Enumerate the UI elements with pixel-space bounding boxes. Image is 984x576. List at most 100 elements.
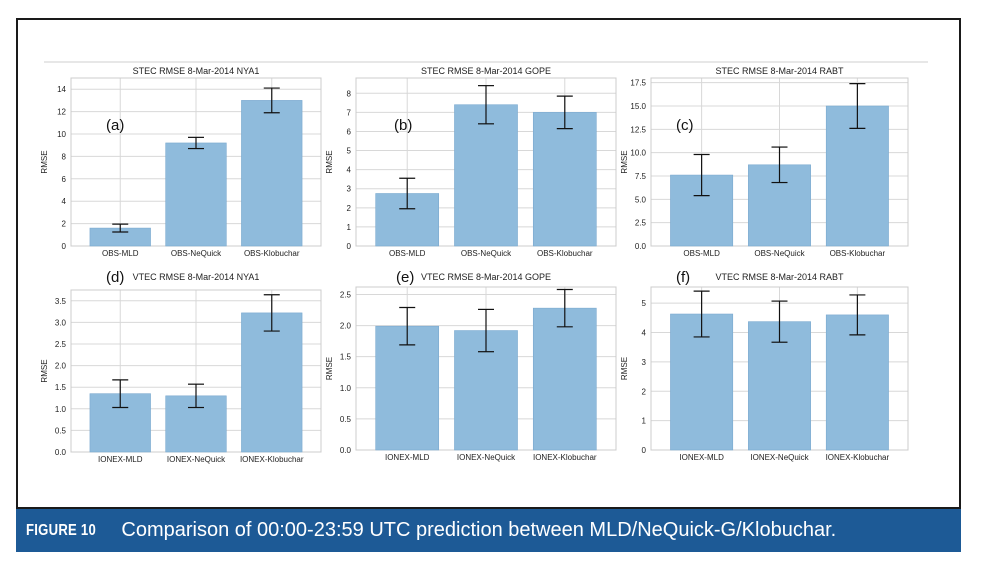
x-tick-label: IONEX-NeQuick — [750, 453, 809, 462]
y-tick-label: 0 — [642, 446, 647, 455]
x-tick-label: OBS-NeQuick — [171, 249, 222, 258]
y-tick-label: 2.5 — [635, 219, 647, 228]
y-axis-label: RMSE — [620, 357, 629, 380]
bar — [241, 100, 303, 247]
bar — [825, 105, 889, 247]
chart-title: STEC RMSE 8-Mar-2014 NYA1 — [133, 66, 260, 76]
y-tick-label: 2 — [62, 220, 67, 229]
x-tick-label: IONEX-Klobuchar — [533, 453, 597, 462]
y-tick-label: 6 — [62, 175, 67, 184]
y-tick-label: 2.5 — [55, 340, 67, 349]
y-tick-label: 7 — [347, 108, 352, 117]
bar — [532, 112, 597, 247]
y-tick-label: 0.5 — [340, 415, 352, 424]
chart-panel: 0.0 0.5 1.0 1.5 2.0 2.5 3.0 3.5 IONEX-MLD IONEX-N… — [40, 269, 322, 464]
y-tick-label: 0 — [347, 242, 352, 251]
x-tick-label: OBS-Klobuchar — [830, 249, 886, 258]
y-tick-label: 5.0 — [635, 195, 647, 204]
y-tick-label: 10 — [57, 130, 66, 139]
panel-letter: (f) — [676, 269, 690, 286]
chart-panel: 0 1 2 3 4 5 IONEX-MLD IONEX-NeQuick IONEX-Klobuc… — [620, 269, 909, 462]
bar — [454, 104, 518, 247]
y-tick-label: 2 — [642, 387, 647, 396]
x-tick-label: IONEX-MLD — [385, 453, 430, 462]
chart-title: STEC RMSE 8-Mar-2014 RABT — [715, 66, 844, 76]
x-tick-label: OBS-MLD — [683, 249, 720, 258]
y-tick-label: 8 — [62, 152, 67, 161]
chart-title: VTEC RMSE 8-Mar-2014 GOPE — [421, 272, 551, 282]
figure-caption: FIGURE 10 Comparison of 00:00-23:59 UTC … — [16, 509, 961, 552]
caption-text: Comparison of 00:00-23:59 UTC prediction… — [121, 519, 837, 541]
y-tick-label: 4 — [642, 329, 647, 338]
caption-label: FIGURE 10 — [26, 521, 97, 539]
panel-letter: (e) — [396, 269, 414, 286]
chart-panel: 0.0 0.5 1.0 1.5 2.0 2.5 IONEX-MLD IONEX-NeQuick… — [325, 269, 617, 462]
chart-panel: 0.0 2.5 5.0 7.5 10.0 12.5 15.0 17.5 OBS-MLD OBS-N… — [620, 66, 909, 258]
y-tick-label: 15.0 — [630, 102, 646, 111]
y-tick-label: 2.0 — [55, 362, 67, 371]
y-tick-label: 4 — [347, 166, 352, 175]
y-tick-label: 10.0 — [630, 149, 646, 158]
y-axis-label: RMSE — [40, 150, 49, 173]
y-tick-label: 12.5 — [630, 125, 646, 134]
y-tick-label: 0.0 — [635, 242, 647, 251]
panel-letter: (b) — [394, 117, 412, 134]
y-tick-label: 1.5 — [55, 383, 67, 392]
y-tick-label: 14 — [57, 85, 66, 94]
y-tick-label: 6 — [347, 127, 352, 136]
chart-panel: 0 2 4 6 8 10 12 14 OBS-MLD OBS-NeQuick OBS-Klobuch… — [40, 66, 322, 258]
y-axis-label: RMSE — [325, 150, 334, 173]
panel-letter: (d) — [106, 269, 124, 286]
y-tick-label: 8 — [347, 89, 352, 98]
y-tick-label: 3 — [642, 358, 647, 367]
y-tick-label: 2 — [347, 204, 352, 213]
y-axis-label: RMSE — [325, 357, 334, 380]
y-tick-label: 7.5 — [635, 172, 647, 181]
y-tick-label: 12 — [57, 108, 66, 117]
panel-letter: (c) — [676, 117, 694, 134]
y-tick-label: 3 — [347, 185, 352, 194]
y-tick-label: 2.0 — [340, 322, 352, 331]
panel-letter: (a) — [106, 117, 124, 134]
y-tick-label: 0.5 — [55, 426, 67, 435]
x-tick-label: IONEX-NeQuick — [457, 453, 516, 462]
x-tick-label: OBS-MLD — [102, 249, 139, 258]
x-tick-label: IONEX-Klobuchar — [826, 453, 890, 462]
y-tick-label: 5 — [347, 147, 352, 156]
bar — [241, 312, 303, 453]
x-tick-label: OBS-Klobuchar — [537, 249, 593, 258]
y-tick-label: 5 — [642, 299, 647, 308]
x-tick-label: IONEX-Klobuchar — [240, 455, 304, 464]
y-tick-label: 1.5 — [340, 353, 352, 362]
y-axis-label: RMSE — [620, 150, 629, 173]
y-tick-label: 17.5 — [630, 79, 646, 88]
chart-title: STEC RMSE 8-Mar-2014 GOPE — [421, 66, 551, 76]
y-tick-label: 2.5 — [340, 290, 352, 299]
y-tick-label: 1.0 — [55, 405, 67, 414]
y-axis-label: RMSE — [40, 359, 49, 382]
x-tick-label: OBS-Klobuchar — [244, 249, 300, 258]
y-tick-label: 3.5 — [55, 297, 67, 306]
y-tick-label: 0 — [62, 242, 67, 251]
x-tick-label: IONEX-MLD — [679, 453, 724, 462]
y-tick-label: 0.0 — [340, 446, 352, 455]
y-tick-label: 1 — [347, 223, 352, 232]
chart-title: VTEC RMSE 8-Mar-2014 NYA1 — [133, 272, 260, 282]
y-tick-label: 0.0 — [55, 448, 67, 457]
chart-panel: 0 1 2 3 4 5 6 7 8 OBS-MLD OBS-NeQuick OBS-Klobuchar… — [325, 66, 617, 258]
x-tick-label: OBS-NeQuick — [461, 249, 512, 258]
bar — [748, 321, 811, 451]
x-tick-label: OBS-MLD — [389, 249, 426, 258]
x-tick-label: OBS-NeQuick — [754, 249, 805, 258]
x-tick-label: IONEX-NeQuick — [167, 455, 226, 464]
bar — [532, 307, 597, 451]
x-tick-label: IONEX-MLD — [98, 455, 143, 464]
bar — [165, 142, 227, 247]
y-tick-label: 1.0 — [340, 384, 352, 393]
y-tick-label: 4 — [62, 197, 67, 206]
y-tick-label: 3.0 — [55, 318, 67, 327]
bar — [375, 325, 440, 451]
chart-title: VTEC RMSE 8-Mar-2014 RABT — [715, 272, 844, 282]
y-tick-label: 1 — [642, 417, 647, 426]
